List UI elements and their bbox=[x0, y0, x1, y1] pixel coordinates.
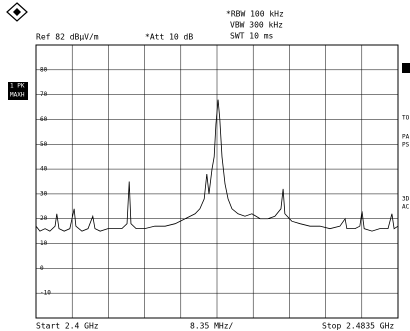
side-label: 3D bbox=[402, 196, 410, 203]
trace-box bbox=[8, 82, 28, 100]
side-label: AC bbox=[402, 204, 410, 211]
trace-label: 1 PK bbox=[10, 83, 25, 90]
y-tick-label: 70 bbox=[40, 91, 48, 98]
rbw-label: *RBW 100 kHz bbox=[226, 10, 284, 19]
stop-label: Stop 2.4835 GHz bbox=[322, 322, 394, 331]
y-tick-label: 80 bbox=[40, 66, 48, 73]
y-tick-label: 30 bbox=[40, 190, 48, 197]
trace-mode: MAXH bbox=[10, 92, 25, 99]
side-label: PS bbox=[402, 142, 410, 149]
y-tick-label: 20 bbox=[40, 215, 48, 222]
trace bbox=[35, 99, 399, 232]
att-label: *Att 10 dB bbox=[145, 33, 193, 42]
y-tick-label: 40 bbox=[40, 166, 48, 173]
side-box bbox=[402, 63, 410, 73]
y-tick-label: 0 bbox=[40, 265, 44, 272]
side-label: PA bbox=[402, 134, 410, 141]
y-tick-label: 10 bbox=[40, 240, 48, 247]
start-label: Start 2.4 GHz bbox=[36, 322, 99, 331]
side-label: TO bbox=[402, 115, 410, 122]
ref-label: Ref 82 dBµV/m bbox=[36, 33, 99, 42]
y-tick-label: 50 bbox=[40, 141, 48, 148]
y-tick-label: -10 bbox=[40, 290, 51, 297]
y-tick-label: 60 bbox=[40, 116, 48, 123]
span-label: 8.35 MHz/ bbox=[190, 322, 234, 331]
vbw-label: VBW 300 kHz bbox=[230, 21, 283, 30]
swt-label: SWT 10 ms bbox=[230, 32, 274, 41]
logo bbox=[6, 2, 28, 22]
